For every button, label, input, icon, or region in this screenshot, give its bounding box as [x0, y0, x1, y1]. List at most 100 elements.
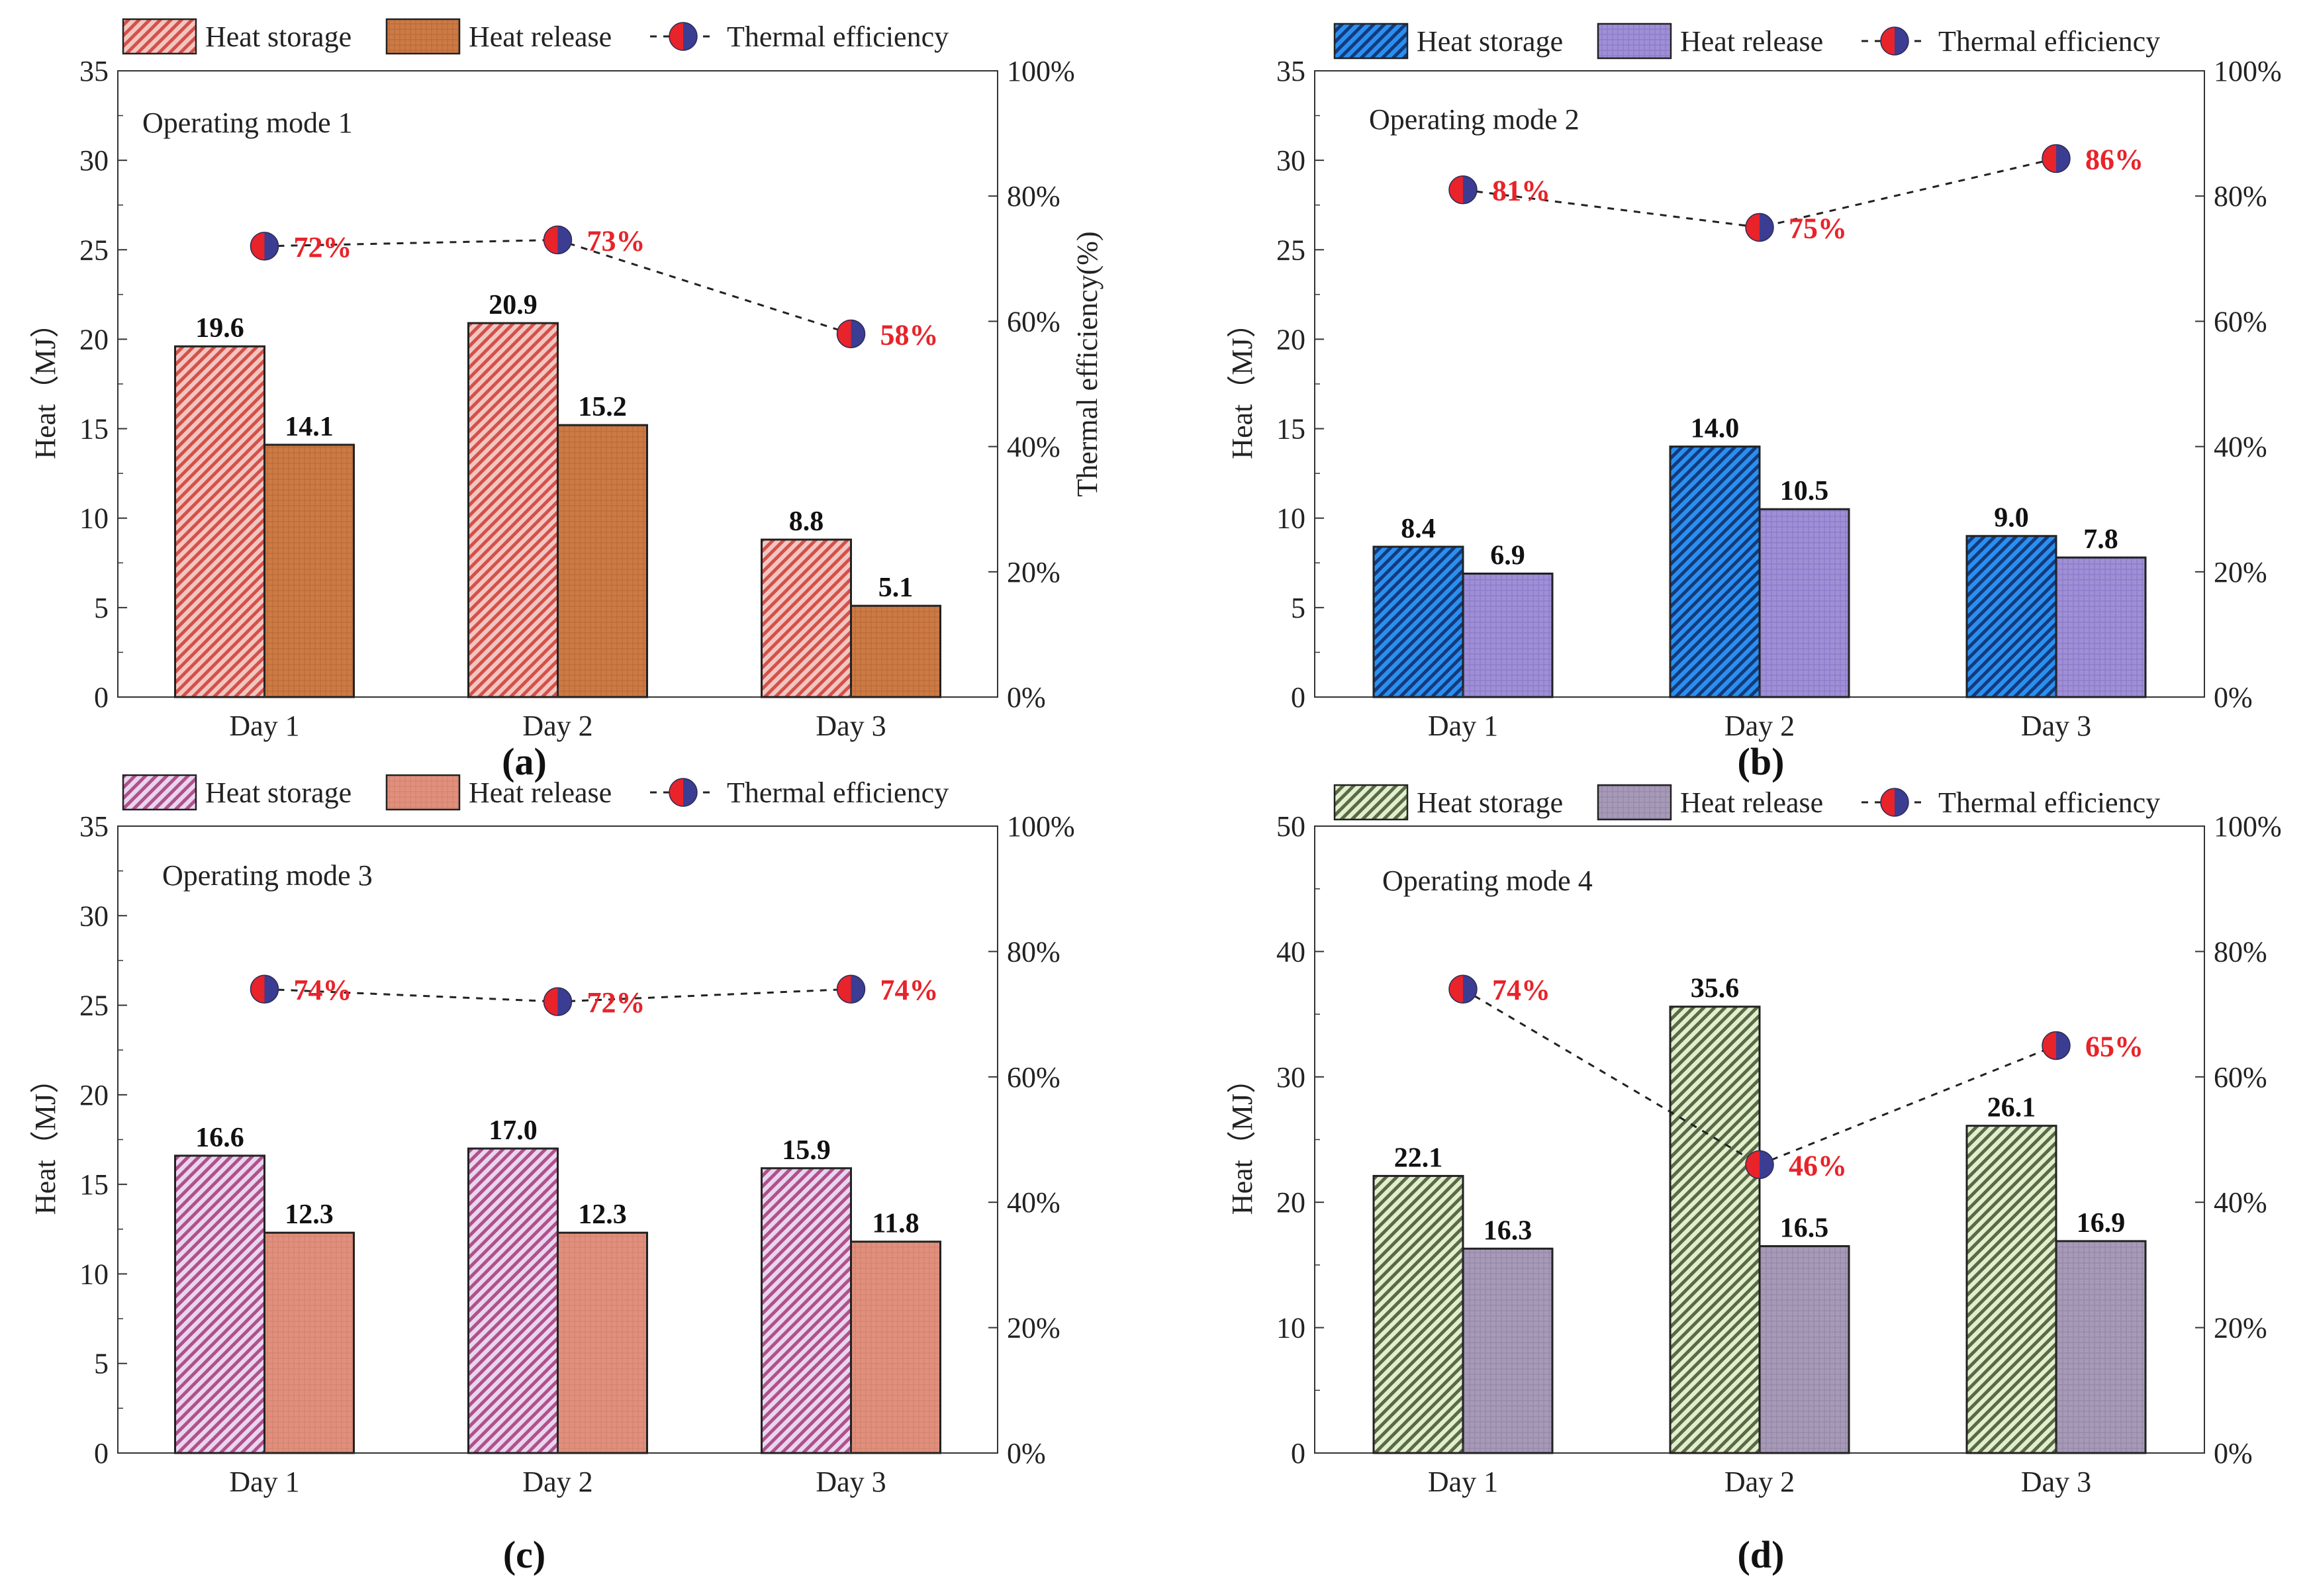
y2-tick-label: 20%	[2214, 1312, 2267, 1344]
y-tick-label: 10	[79, 502, 109, 535]
efficiency-marker-red	[543, 988, 558, 1016]
y2-tick-label: 60%	[2214, 1061, 2267, 1094]
bar-heat-release	[263, 444, 355, 698]
y2-tick-label: 0%	[1007, 681, 1046, 714]
bar-value-label: 12.3	[285, 1199, 334, 1230]
y-tick-label: 20	[79, 323, 109, 355]
x-tick-label: Day 3	[2021, 710, 2091, 742]
bar-value-label: 22.1	[1394, 1143, 1443, 1173]
legend-marker-efficiency-red	[1881, 27, 1895, 55]
bar-heat-release	[557, 1231, 648, 1454]
efficiency-marker	[836, 974, 866, 1004]
legend-marker-efficiency-red	[1881, 788, 1895, 816]
panel-label: (a)	[502, 740, 547, 783]
y-tick-label: 30	[1276, 144, 1305, 177]
efficiency-label: 65%	[2085, 1030, 2144, 1062]
y-tick-label: 25	[79, 990, 109, 1022]
efficiency-label: 81%	[1492, 175, 1550, 207]
bar-value-label: 12.3	[578, 1199, 627, 1230]
efficiency-marker-outline	[250, 974, 279, 1004]
legend-label-efficiency: Thermal efficiency	[1938, 25, 2160, 58]
y-axis-label: Heat（MJ）	[1226, 1064, 1258, 1215]
y-tick-label: 25	[1276, 234, 1305, 266]
efficiency-marker-red	[250, 975, 265, 1004]
legend-label-efficiency: Thermal efficiency	[727, 776, 949, 809]
panel-b: 0 5 10 15 20 25 30 35 0% 20% 40% 60% 80% 100% Heat（MJ）…	[1226, 23, 2282, 783]
legend-marker-efficiency	[669, 22, 698, 51]
efficiency-label: 74%	[1492, 974, 1550, 1006]
legend: Heat storage Heat release Thermal efficien…	[122, 18, 949, 55]
legend-label-heat-storage: Heat storage	[205, 776, 352, 809]
y2-tick-label: 100%	[2214, 810, 2282, 843]
bar-value-label: 16.6	[195, 1123, 244, 1153]
y2-tick-label: 0%	[2214, 681, 2253, 714]
bar-value-label: 35.6	[1691, 974, 1740, 1004]
legend-label-heat-release: Heat release	[1680, 786, 1823, 819]
efficiency-marker-red	[1746, 213, 1760, 242]
bar-heat-release	[2055, 1240, 2147, 1454]
legend-label-efficiency: Thermal efficiency	[727, 21, 949, 53]
bar-value-label: 14.1	[285, 412, 334, 442]
efficiency-marker	[1448, 175, 1478, 205]
panel-label: (c)	[503, 1533, 545, 1576]
y2-tick-label: 60%	[1007, 1061, 1060, 1094]
y2-tick-label: 20%	[1007, 556, 1060, 588]
y2-tick-label: 100%	[1007, 810, 1075, 843]
bar-heat-release	[557, 424, 648, 698]
panel-title: Operating mode 2	[1369, 103, 1579, 136]
efficiency-marker-outline	[836, 319, 866, 349]
efficiency-marker-outline	[2042, 144, 2071, 173]
bar-heat-release	[1758, 508, 1850, 698]
y2-tick-label: 0%	[1007, 1437, 1046, 1470]
bar-heat-storage	[174, 345, 265, 698]
bar-value-label: 19.6	[195, 313, 244, 344]
legend: Heat storage Heat release Thermal efficien…	[1333, 23, 2160, 60]
legend-marker-efficiency	[1880, 788, 1909, 817]
y2-tick-label: 80%	[1007, 180, 1060, 212]
bar-value-label: 6.9	[1490, 541, 1525, 571]
bar-heat-release	[1462, 1247, 1554, 1454]
efficiency-marker-red	[837, 320, 851, 348]
legend: Heat storage Heat release Thermal efficien…	[1333, 784, 2160, 821]
efficiency-label: 72%	[587, 986, 645, 1019]
efficiency-marker-outline	[836, 974, 866, 1004]
bar-heat-storage	[1372, 545, 1464, 698]
bar-value-label: 20.9	[489, 290, 538, 320]
efficiency-marker	[1745, 1150, 1774, 1180]
y-tick-label: 30	[79, 144, 109, 177]
y-tick-label: 5	[94, 592, 109, 624]
y2-tick-label: 100%	[2214, 55, 2282, 87]
bar-value-label: 16.5	[1780, 1213, 1829, 1243]
x-tick-label: Day 1	[1428, 1466, 1498, 1498]
y2-tick-label: 40%	[2214, 431, 2267, 463]
efficiency-marker-outline	[1448, 974, 1478, 1004]
efficiency-label: 72%	[294, 231, 352, 263]
y-tick-label: 35	[79, 810, 109, 843]
bar-value-label: 7.8	[2083, 524, 2118, 555]
bar-heat-storage	[174, 1154, 265, 1454]
y-tick-label: 0	[1291, 1437, 1305, 1470]
efficiency-marker	[2042, 1031, 2071, 1060]
bar-heat-release	[1758, 1244, 1850, 1454]
legend-swatch-heat-storage	[122, 18, 197, 55]
bar-heat-release	[1462, 573, 1554, 698]
efficiency-label: 86%	[2085, 143, 2144, 175]
bar-value-label: 15.2	[578, 392, 627, 422]
y-tick-label: 15	[79, 413, 109, 446]
bar-heat-storage	[761, 1167, 852, 1454]
y-tick-label: 50	[1276, 810, 1305, 843]
y-tick-label: 30	[79, 900, 109, 932]
y2-tick-label: 20%	[1007, 1312, 1060, 1344]
y-tick-label: 10	[1276, 502, 1305, 535]
efficiency-marker-red	[1449, 975, 1463, 1004]
y2-tick-label: 40%	[1007, 1186, 1060, 1219]
x-tick-label: Day 2	[522, 710, 592, 742]
y-tick-label: 25	[79, 234, 109, 266]
y2-tick-label: 80%	[1007, 935, 1060, 968]
x-tick-label: Day 3	[2021, 1466, 2091, 1498]
legend-marker-efficiency-outline	[1880, 26, 1909, 56]
efficiency-marker-outline	[543, 225, 573, 255]
legend-swatch-heat-release	[1597, 23, 1672, 60]
efficiency-marker-outline	[543, 987, 573, 1016]
